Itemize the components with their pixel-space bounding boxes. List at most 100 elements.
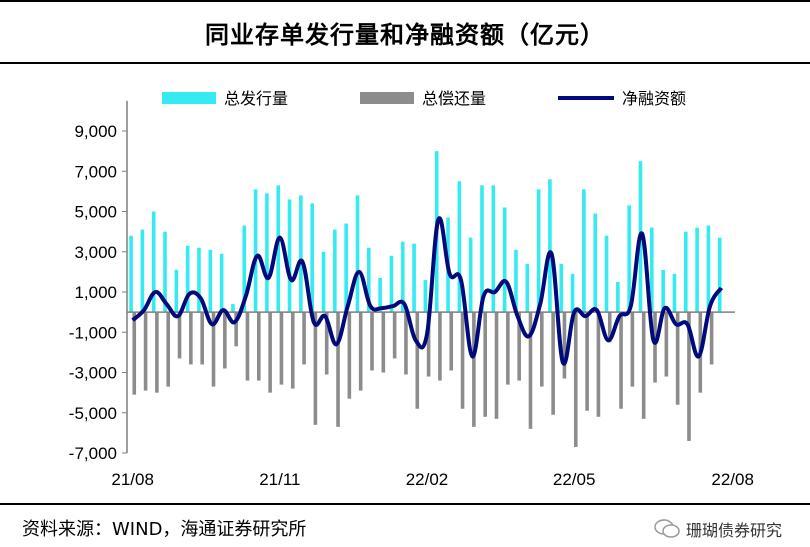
issuance-bar (502, 207, 507, 313)
repayment-bar (528, 312, 533, 429)
repayment-bar (392, 312, 397, 359)
issuance-bar (457, 181, 462, 313)
repayment-bar (709, 312, 714, 365)
repayment-bar (347, 312, 352, 399)
repayment-bar (290, 312, 295, 389)
issuance-bar (706, 225, 711, 313)
y-tick-label: 5,000 (74, 203, 117, 222)
legend-swatch-repayment (360, 92, 414, 104)
issuance-bar (525, 263, 530, 313)
chart-title: 同业存单发行量和净融资额（亿元） (205, 20, 605, 49)
repayment-bar (551, 312, 555, 415)
repayment-bar (302, 312, 306, 365)
repayment-bar (223, 312, 227, 369)
y-tick-label: -1,000 (69, 323, 117, 342)
issuance-bar (650, 227, 654, 313)
issuance-bar (333, 229, 337, 313)
repayment-bar (358, 312, 363, 391)
repayment-bar (641, 312, 646, 419)
repayment-bar (404, 312, 408, 375)
source-note: 资料来源：WIND，海通证券研究所 (22, 519, 307, 540)
y-tick-label: 1,000 (74, 283, 117, 302)
repayment-bar (438, 312, 442, 381)
issuance-bar (219, 253, 224, 313)
issuance-bar (695, 227, 699, 313)
repayment-bar (460, 312, 465, 409)
repayment-bar (370, 312, 374, 371)
x-tick-label: 22/02 (406, 470, 449, 489)
x-tick-label: 21/08 (111, 470, 154, 489)
issuance-bar (661, 269, 665, 313)
y-tick-label: -7,000 (69, 444, 117, 463)
issuance-bar (321, 251, 326, 313)
issuance-bar (514, 249, 518, 313)
repayment-bar (132, 312, 137, 395)
repayment-bar (596, 312, 601, 417)
issuance-bar (423, 279, 428, 313)
repayment-bar (562, 312, 567, 379)
issuance-bar (627, 205, 631, 313)
repayment-bar (687, 312, 691, 441)
repayment-bar (540, 312, 544, 387)
issuance-bar (672, 273, 677, 313)
repayment-bar (234, 312, 238, 347)
issuance-bar (310, 203, 314, 313)
repayment-bar (607, 312, 612, 343)
wechat-icon (654, 519, 680, 539)
issuance-bar (129, 235, 133, 313)
repayment-bar (256, 312, 261, 381)
issuance-bar (265, 193, 269, 313)
repayment-bar (155, 312, 159, 393)
repayment-bar (166, 312, 171, 387)
repayment-bar (585, 312, 589, 411)
issuance-bar (468, 237, 473, 313)
issuance-bar (140, 229, 145, 313)
x-tick-label: 22/05 (553, 470, 596, 489)
issuance-bar (378, 277, 382, 313)
issuance-bar (570, 273, 575, 313)
repayment-bar (517, 312, 521, 381)
issuance-bar (242, 225, 247, 313)
issuance-bar (344, 223, 348, 313)
issuance-bar (717, 237, 722, 313)
issuance-bar (287, 199, 292, 313)
repayment-bar (664, 312, 669, 377)
issuance-bar (412, 243, 416, 313)
legend-label-repayment: 总偿还量 (422, 89, 486, 108)
repayment-bar (189, 312, 193, 365)
repayment-bar (143, 312, 148, 391)
issuance-bar (197, 247, 201, 313)
issuance-bar (185, 245, 190, 313)
issuance-bar (480, 185, 484, 313)
issuance-bar (536, 189, 541, 313)
repayment-bar (200, 312, 204, 365)
x-tick-label: 22/08 (711, 470, 754, 489)
repayment-bar (630, 312, 635, 387)
chart-title-box: 同业存单发行量和净融资额（亿元） (0, 0, 810, 64)
issuance-bar (208, 249, 213, 313)
y-tick-label: 3,000 (74, 243, 117, 262)
watermark-text: 珊瑚债券研究 (685, 521, 782, 540)
chart-canvas: 9,000 7,000 5,000 3,000 1,000 -1,000 -3,000 -5,… (69, 89, 754, 489)
repayment-bar (245, 312, 250, 381)
issuance-bar (355, 195, 360, 313)
issuance-bar (367, 247, 371, 313)
footer: 资料来源：WIND，海通证券研究所 珊瑚债券研究 (0, 503, 810, 547)
repayment-bar (494, 312, 499, 419)
issuance-bar (151, 211, 156, 313)
repayment-bar (336, 312, 340, 427)
issuance-bar (253, 189, 258, 313)
issuance-bar (400, 241, 405, 313)
issuance-bar (163, 231, 167, 313)
repayment-bar (211, 312, 216, 387)
repayment-bar (449, 312, 454, 371)
repayment-bar (177, 312, 182, 359)
issuance-bar (548, 179, 552, 313)
x-tick-label: 21/11 (259, 470, 300, 489)
legend-label-net: 净融资额 (622, 89, 686, 108)
issuance-bar (231, 304, 235, 313)
issuance-bar (174, 269, 179, 313)
issuance-bar (559, 263, 564, 313)
legend-label-issuance: 总发行量 (224, 89, 288, 108)
repayment-bar (573, 312, 578, 447)
